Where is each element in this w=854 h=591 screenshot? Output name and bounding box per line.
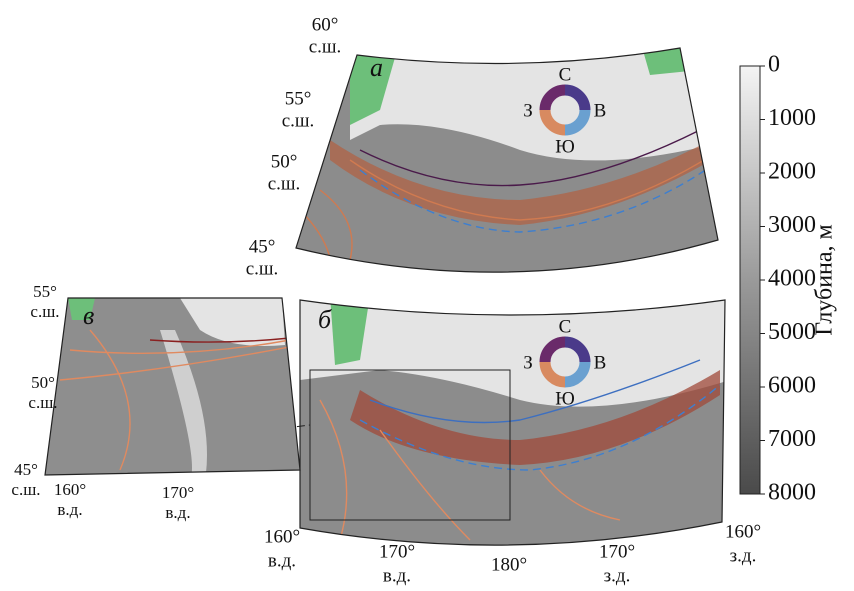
lat-label: с.ш.	[30, 302, 59, 321]
panel-label: а	[370, 53, 383, 82]
panel-label: б	[318, 305, 332, 334]
colorbar-tick-label: 5000	[768, 319, 816, 345]
lat-label: с.ш.	[282, 110, 315, 131]
lat-label: с.ш.	[309, 36, 342, 57]
compass-w: З	[523, 100, 533, 121]
lon-label: 170°	[379, 541, 415, 562]
lat-label: 60°	[312, 14, 339, 35]
compass-s: Ю	[555, 388, 575, 409]
lon-label: в.д.	[57, 500, 82, 519]
lat-label: 50°	[31, 373, 55, 392]
lon-label: 160°	[264, 526, 300, 547]
lat-label: 45°	[14, 460, 38, 479]
map-panel-c	[40, 295, 305, 480]
lat-label: с.ш.	[11, 480, 40, 499]
lat-label: 55°	[285, 88, 312, 109]
lat-label: 55°	[33, 282, 57, 301]
colorbar-tick-label: 8000	[768, 480, 816, 506]
lat-label: с.ш.	[28, 393, 57, 412]
colorbar-tick-label: 4000	[768, 266, 816, 292]
compass-e: В	[594, 100, 607, 121]
lon-label: 170°	[162, 483, 194, 502]
lon-label: в.д.	[165, 503, 190, 522]
lat-label: с.ш.	[246, 258, 279, 279]
compass-e: В	[594, 352, 607, 373]
compass-n: С	[559, 64, 572, 85]
compass-w: З	[523, 352, 533, 373]
lon-label: з.д.	[604, 565, 631, 586]
compass-s: Ю	[555, 136, 575, 157]
figure: С В Ю З С В Ю З а б в 60° с.ш. 55° с.ш. …	[0, 0, 854, 591]
colorbar-tick-label: 6000	[768, 373, 816, 399]
colorbar	[740, 66, 760, 494]
panel-label: в	[83, 301, 94, 330]
colorbar-tick-label: 2000	[768, 159, 816, 185]
lon-label: 170°	[599, 541, 635, 562]
lat-label: 50°	[271, 151, 298, 172]
lon-label: 160°	[725, 521, 761, 542]
lon-label: 180°	[491, 554, 527, 575]
lon-label: 160°	[54, 480, 86, 499]
colorbar-tick-label: 1000	[768, 105, 816, 131]
map-panel-b	[295, 295, 730, 570]
lat-label: 45°	[249, 236, 276, 257]
colorbar-tick-label: 0	[768, 52, 780, 78]
lat-label: с.ш.	[268, 173, 301, 194]
compass-n: С	[559, 316, 572, 337]
lon-label: в.д.	[383, 565, 411, 586]
lon-label: в.д.	[268, 550, 296, 571]
colorbar-tick-label: 7000	[768, 426, 816, 452]
lon-label: з.д.	[730, 545, 757, 566]
colorbar-tick-label: 3000	[768, 212, 816, 238]
